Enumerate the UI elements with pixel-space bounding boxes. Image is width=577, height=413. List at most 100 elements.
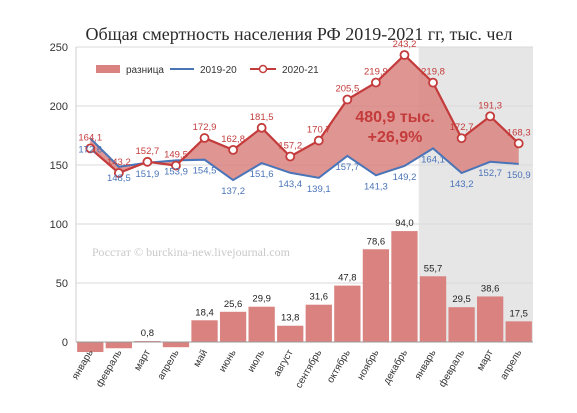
data-label-2020-21: 162,8 (221, 134, 245, 145)
data-label-2020-21: 219,9 (364, 67, 388, 78)
annotation-total: 480,9 тыс. (355, 109, 434, 126)
legend-label-2019-20: 2019-20 (200, 65, 237, 76)
data-label-2020-21: 191,3 (478, 100, 502, 111)
point-2020-21 (342, 94, 353, 105)
legend-label-2020-21: 2020-21 (282, 65, 319, 76)
x-tick-label: июль (246, 348, 267, 374)
data-label-2019-20: 143,4 (278, 179, 302, 190)
bar (305, 304, 332, 342)
difference-area (90, 55, 519, 181)
x-tick-label: март (132, 348, 153, 373)
bar (505, 321, 532, 342)
legend-marker-2020-21 (258, 64, 268, 74)
data-label-2019-20: 154,5 (193, 166, 217, 177)
data-label-2019-20: 137,2 (221, 186, 245, 197)
x-tick-label: ноябрь (355, 348, 382, 383)
point-2020-21 (142, 156, 153, 167)
data-label-difference: 78,6 (367, 236, 386, 247)
x-tick-label: январь (70, 348, 96, 382)
data-label-2019-20: 141,3 (364, 181, 388, 192)
data-label-2019-20: 164,1 (421, 154, 445, 165)
data-label-2019-20: 151,9 (136, 169, 160, 180)
bar (448, 307, 475, 342)
point-2020-21 (171, 160, 181, 171)
data-label-difference: 29,9 (252, 294, 271, 305)
x-tick-label: февраль (436, 348, 467, 390)
data-label-2020-21: 149,5 (164, 150, 188, 161)
annotation-percent: +26,9% (368, 129, 423, 146)
y-tick-label: 0 (62, 337, 68, 349)
bar (277, 325, 304, 342)
x-tick-label: май (192, 348, 211, 369)
data-label-2020-21: 143,2 (107, 157, 131, 168)
point-2020-21 (456, 133, 467, 144)
point-2020-21 (313, 135, 324, 146)
point-2020-21 (85, 143, 96, 154)
data-label-2020-21: 170,7 (307, 125, 331, 136)
data-label-difference: 38,6 (481, 283, 500, 294)
bar (419, 276, 447, 342)
point-2020-21 (485, 111, 496, 122)
x-tick-label: апрель (498, 348, 524, 382)
bar (477, 296, 504, 342)
x-tick-label: март (475, 348, 496, 373)
bar (391, 231, 418, 342)
data-label-2019-20: 139,1 (307, 184, 331, 195)
x-tick-label: апрель (156, 348, 182, 382)
data-label-2020-21: 219,8 (421, 67, 445, 78)
y-tick-label: 200 (50, 101, 68, 113)
watermark: Росстат © burckina-new.livejournal.com (92, 245, 291, 259)
data-label-2020-21: 164,1 (78, 132, 102, 143)
y-tick-label: 100 (50, 219, 68, 231)
legend-swatch-difference (96, 65, 120, 73)
x-tick-label: декабрь (381, 348, 410, 387)
data-label-difference: 94,0 (395, 218, 414, 229)
bar (77, 342, 104, 353)
data-label-2019-20: 148,5 (107, 173, 131, 184)
bar (219, 311, 247, 342)
data-label-2020-21: 181,5 (250, 112, 274, 123)
data-label-2020-21: 152,7 (136, 146, 160, 157)
data-label-2019-20: 143,2 (450, 179, 474, 190)
y-tick-label: 250 (50, 42, 68, 54)
data-label-2020-21: 243,2 (393, 39, 417, 50)
data-label-difference: 55,7 (424, 263, 443, 274)
x-tick-label: февраль (93, 348, 124, 390)
point-2020-21 (228, 144, 238, 155)
bar (191, 320, 218, 342)
legend-label-difference: разница (126, 65, 164, 76)
line-2019-20 (89, 137, 519, 182)
data-label-difference: 29,5 (452, 294, 471, 305)
chart-title: Общая смертность населения РФ 2019-2021 … (86, 24, 513, 44)
data-label-difference: 0,8 (141, 328, 154, 339)
x-tick-label: август (272, 348, 296, 379)
bar (105, 342, 132, 349)
data-label-2019-20: 153,9 (164, 166, 188, 177)
x-tick-label: сентябрь (293, 348, 325, 391)
bar (162, 342, 190, 348)
x-tick-label: июнь (217, 348, 238, 374)
point-2020-21 (399, 50, 410, 60)
data-label-2019-20: 157,7 (335, 162, 359, 173)
legend: разница 2019-20 2020-21 (96, 64, 319, 76)
line-2020-21 (89, 53, 520, 175)
point-2020-21 (371, 77, 381, 88)
x-tick-label: январь (413, 348, 439, 382)
x-tick-label: октябрь (324, 348, 353, 386)
data-label-2020-21: 172,9 (193, 122, 217, 133)
data-label-2020-21: 168,3 (507, 127, 531, 138)
data-label-2020-21: 205,5 (335, 84, 359, 95)
point-2020-21 (113, 168, 124, 178)
data-label-2020-21: 172,7 (450, 122, 474, 133)
bar (362, 249, 390, 342)
data-label-2019-20: 172,6 (78, 144, 102, 155)
data-label-2019-20: 149,2 (393, 172, 417, 183)
point-2020-21 (285, 151, 296, 162)
bar (248, 306, 275, 342)
point-2020-21 (513, 138, 524, 149)
data-label-2020-21: 157,2 (278, 141, 302, 152)
data-label-2019-20: 152,7 (478, 168, 502, 179)
point-2020-21 (199, 133, 210, 143)
